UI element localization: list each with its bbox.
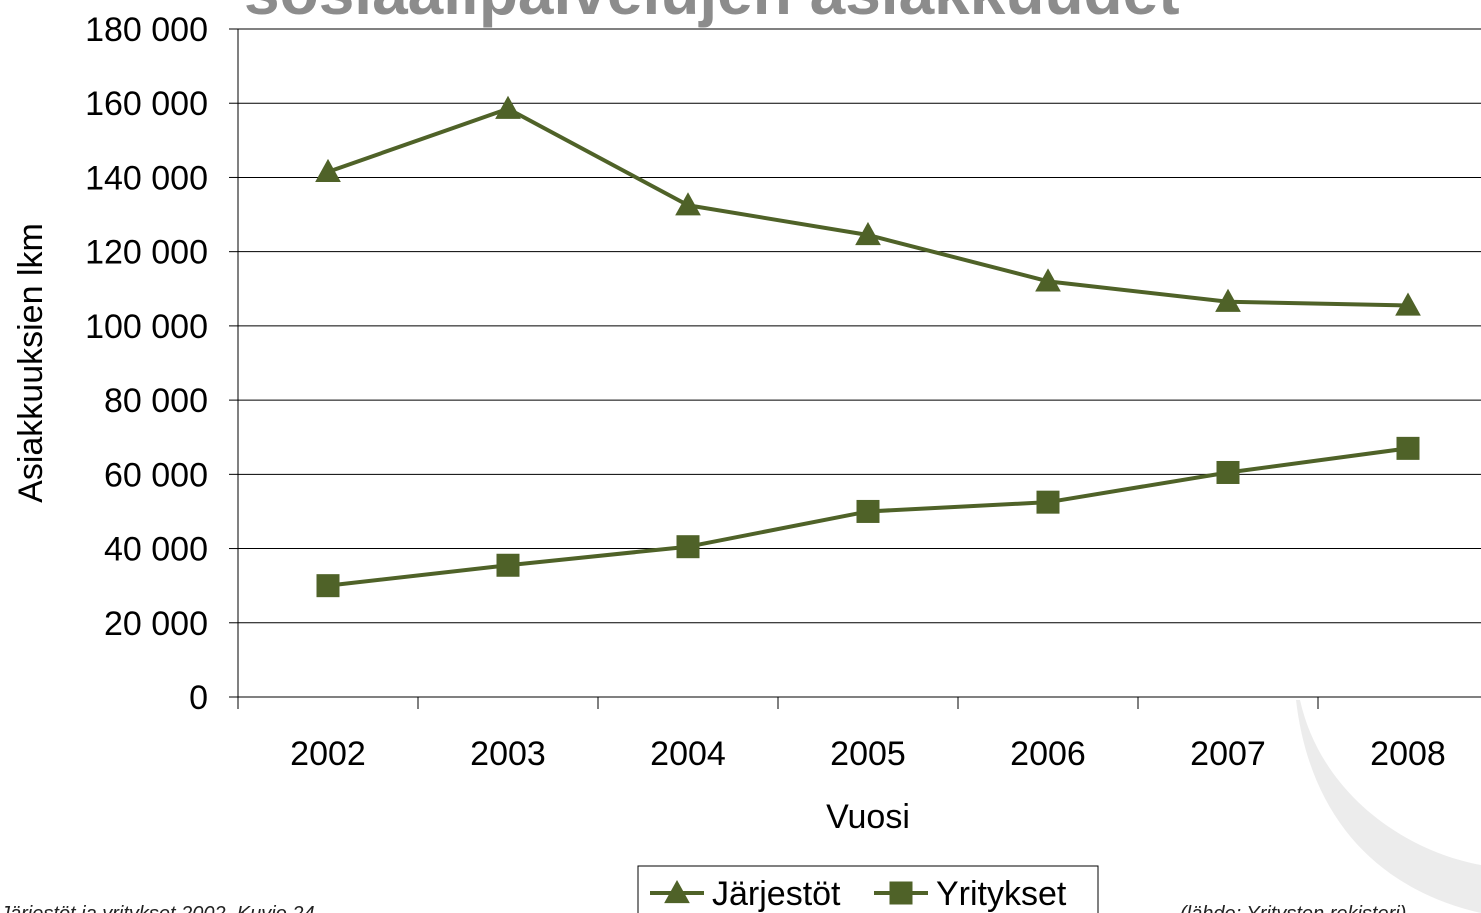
data-point-jarjestot: [675, 192, 701, 216]
slide-title: sosiaalipalvelujen asiakkuudet: [244, 0, 1180, 28]
y-tick-label: 140 000: [85, 159, 208, 197]
footer-left: Järjestöt ja yritykset 2002–Kuvio 24: [0, 903, 315, 913]
data-point-yritykset: [496, 553, 520, 577]
y-tick-label: 0: [189, 679, 208, 717]
y-tick-label: 40 000: [104, 531, 208, 569]
data-point-jarjestot: [1395, 292, 1421, 316]
data-point-yritykset: [1216, 460, 1240, 484]
x-tick-label: 2004: [650, 735, 726, 773]
x-tick-label: 2005: [830, 735, 906, 773]
x-axis: 2002 2003 2004 2005 2006 2007 2008: [238, 696, 1481, 773]
legend-marker-jarjestot: [664, 879, 690, 904]
x-tick-label: 2002: [290, 735, 366, 773]
gridlines: [238, 28, 1481, 624]
series-lines: [315, 95, 1421, 598]
legend-marker-yritykset: [889, 881, 913, 905]
legend-label-jarjestot: Järjestöt: [712, 875, 841, 913]
y-axis-title: Asiakkuuksien lkm: [12, 223, 50, 503]
watermark-arc: [1296, 700, 1481, 913]
series-line-jarjestot: [327, 106, 1409, 308]
legend: Järjestöt Yritykset: [637, 865, 1099, 913]
x-axis-title: Vuosi: [826, 798, 910, 836]
y-tick-label: 60 000: [104, 456, 208, 494]
x-tick-label: 2003: [470, 735, 546, 773]
y-tick-label: 80 000: [104, 382, 208, 420]
data-point-jarjestot: [1035, 268, 1061, 292]
legend-label-yritykset: Yritykset: [936, 875, 1067, 913]
y-axis: 0 20 000 40 000 60 000 80 000 100 000 120 000 1…: [85, 11, 239, 717]
data-point-yritykset: [316, 574, 340, 598]
data-point-yritykset: [1396, 436, 1420, 460]
data-point-jarjestot: [1215, 288, 1241, 312]
y-tick-label: 160 000: [85, 85, 208, 123]
y-tick-label: 120 000: [85, 234, 208, 272]
y-tick-label: 100 000: [85, 308, 208, 346]
data-point-yritykset: [1036, 490, 1060, 514]
x-tick-label: 2008: [1370, 735, 1446, 773]
data-point-jarjestot: [855, 221, 881, 246]
data-point-yritykset: [676, 535, 700, 559]
y-tick-label: 20 000: [104, 605, 208, 643]
data-point-jarjestot: [495, 95, 521, 119]
legend-box: [637, 865, 1099, 913]
footer-right: (lähde: Yritysten rekisteri): [1180, 903, 1406, 913]
data-point-jarjestot: [315, 158, 341, 182]
x-tick-label: 2007: [1190, 735, 1266, 773]
x-tick-label: 2006: [1010, 735, 1086, 773]
data-point-yritykset: [856, 499, 880, 523]
y-tick-label: 180 000: [85, 11, 208, 49]
